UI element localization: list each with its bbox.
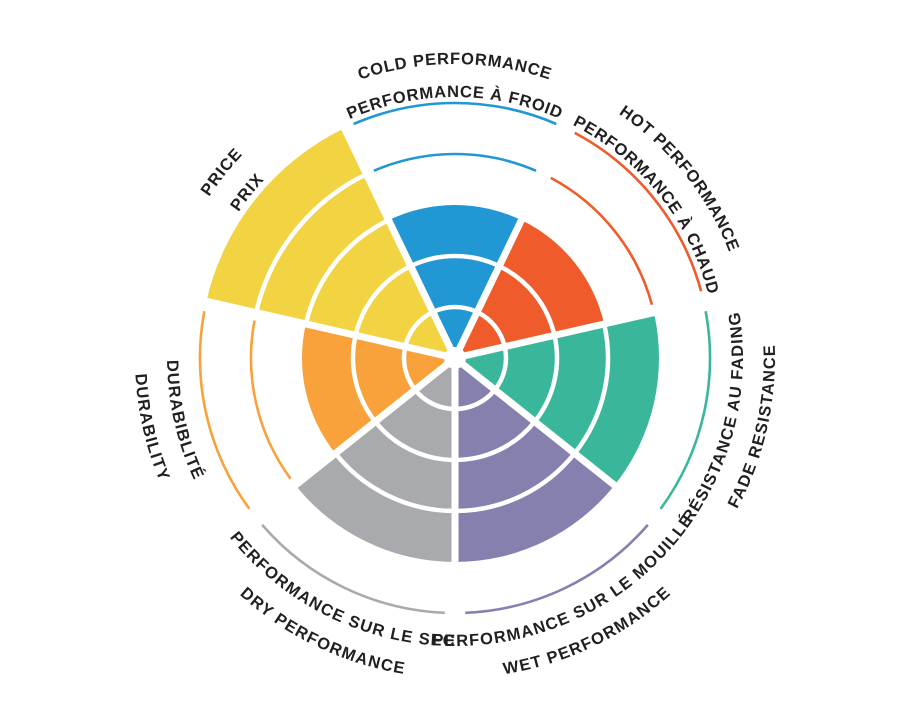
sector-price-ring-divider [253, 172, 368, 314]
sector-gap-line [454, 294, 720, 362]
wheel-hub [444, 347, 466, 369]
sector-hot-performance-label-fr: PERFORMANCE À CHAUD [571, 112, 722, 296]
sector-price-fill [206, 128, 455, 358]
sector-wet-performance-ring-divider [454, 451, 577, 514]
sector-wet-performance-ring-divider [454, 420, 537, 463]
sector-dry-performance-ring-divider [333, 451, 456, 514]
sector-fade-resistance-ring-divider [493, 346, 509, 392]
sector-wet-performance-remaining-ring-arc [465, 524, 649, 615]
sector-fade-resistance-ring-divider [572, 323, 611, 455]
sector-fade-resistance-remaining-ring-arc [659, 311, 712, 510]
sector-hot-performance-remaining-ring-arc [574, 131, 703, 292]
sector-dry-performance-ring-divider [373, 420, 456, 463]
sector-dry-performance-remaining-ring-arc [261, 524, 445, 615]
sector-cold-performance-remaining-ring-arc [353, 101, 557, 126]
sector-hot-performance-ring-divider [476, 310, 507, 348]
sector-hot-performance-ring-divider [498, 264, 557, 336]
sector-hot-performance-remaining-ring-arc [550, 176, 654, 306]
sector-dry-performance-ring-divider [413, 388, 456, 412]
sector-gap-line [240, 355, 458, 530]
sector-gap-line [451, 112, 576, 360]
sector-durability-fill [302, 323, 455, 454]
sector-price-ring-divider [353, 264, 412, 336]
sector-durability-ring-divider [350, 334, 378, 424]
sector-gap-line [334, 112, 459, 360]
sector-cold-performance-label-en: COLD PERFORMANCE [356, 50, 555, 84]
sector-gap-line [190, 294, 456, 362]
sector-cold-performance-fill [388, 205, 522, 358]
sector-fade-resistance-ring-divider [532, 334, 560, 424]
sector-dry-performance-fill [295, 358, 455, 562]
sector-wet-performance-fill [455, 358, 615, 562]
sector-price-ring-divider [303, 218, 390, 325]
sector-price-ring-divider [403, 310, 434, 348]
sector-cold-performance-remaining-ring-arc [373, 152, 537, 172]
sector-wet-performance-ring-divider [454, 388, 497, 412]
sector-gap-line [452, 355, 670, 530]
sector-cold-performance-ring-divider [431, 304, 479, 315]
sector-durability-remaining-ring-arc [249, 320, 292, 480]
sector-durability-remaining-ring-arc [198, 311, 251, 510]
sector-cold-performance-ring-divider [409, 253, 501, 269]
sector-durability-ring-divider [401, 346, 417, 392]
